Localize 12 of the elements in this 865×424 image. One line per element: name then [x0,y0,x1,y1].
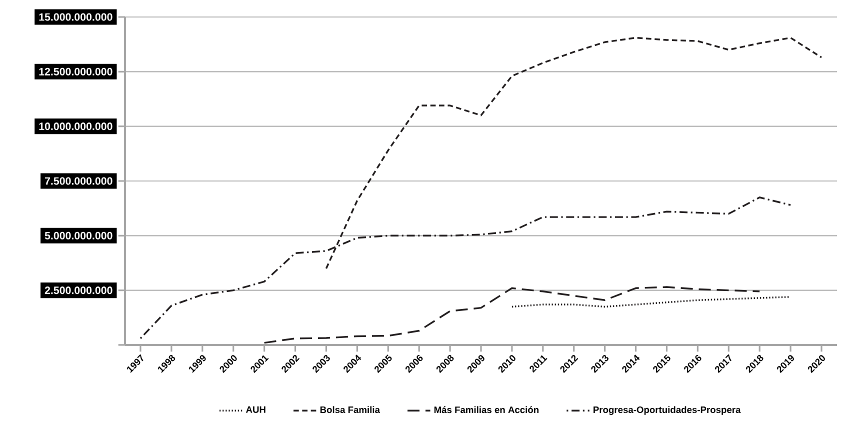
y-tick-label: 2.500.000.000 [44,286,112,294]
y-tick-label: 10.000.000.000 [39,122,112,130]
y-tick-label: 15.000.000.000 [39,13,112,21]
legend-label: Progresa-Oportuidades-Prospera [594,406,741,415]
y-tick-label: 12.500.000.000 [39,68,112,76]
legend-label: Más Familias en Acción [434,406,539,414]
legend-label: Bolsa Familia [320,406,380,414]
y-tick-label: 7.500.000.000 [44,177,112,185]
y-tick-label: 5.000.000.000 [44,232,112,240]
line-series [263,286,760,344]
line-series [511,296,792,308]
legend-label: AUH [246,406,266,413]
